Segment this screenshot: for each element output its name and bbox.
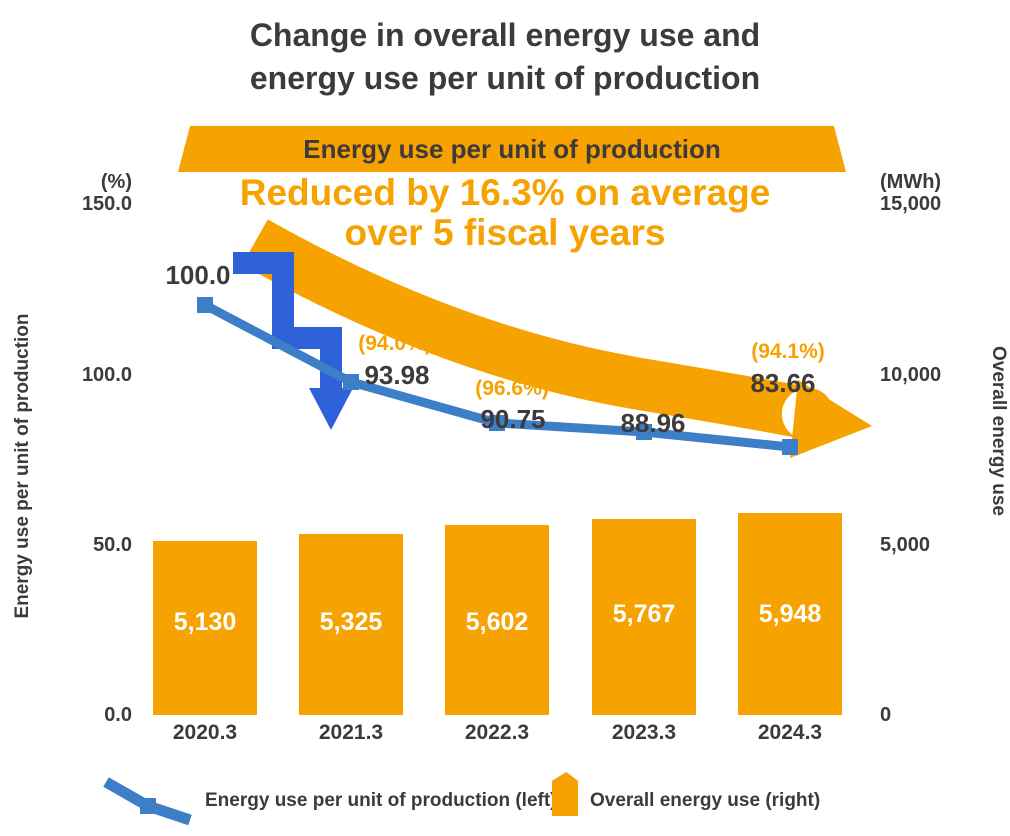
annotation-highlight-line1: Reduced by 16.3% on average bbox=[239, 172, 771, 213]
right-axis-unit: (MWh) bbox=[880, 171, 942, 193]
bar-2020: 5,130 bbox=[153, 541, 257, 715]
chart-title-line1: Change in overall energy use and bbox=[249, 17, 761, 53]
x-label-2023: 2023.3 bbox=[611, 721, 677, 744]
left-axis-tick-100: 100.0 bbox=[81, 364, 132, 386]
bar-legend-marker bbox=[552, 772, 578, 816]
line-marker-5 bbox=[782, 439, 798, 455]
x-label-2022: 2022.3 bbox=[464, 721, 530, 744]
line-marker-2 bbox=[343, 374, 359, 390]
line-label-2023: 88.96 bbox=[620, 408, 686, 438]
annotation-bubble-label: Energy use per unit of production bbox=[303, 133, 721, 164]
blue-step-down-arrow bbox=[233, 252, 353, 430]
right-axis-tick-15000: 15,000 bbox=[880, 193, 942, 215]
line-label-2022: 90.75 bbox=[480, 404, 546, 434]
line-label-2021: 93.98 bbox=[364, 360, 430, 390]
bar-value-label: 5,767 bbox=[612, 600, 676, 628]
line-marker-1 bbox=[197, 297, 213, 313]
left-axis-tick-50: 50.0 bbox=[93, 534, 132, 556]
left-axis-unit: (%) bbox=[100, 171, 132, 193]
line-marker-3 bbox=[489, 415, 505, 431]
bar-value-label: 5,948 bbox=[758, 600, 822, 628]
line-marker-4 bbox=[636, 424, 652, 440]
x-label-2020: 2020.3 bbox=[172, 721, 238, 744]
x-label-2024: 2024.3 bbox=[757, 721, 823, 744]
yoy-label-2023: (98.0%) bbox=[615, 381, 689, 404]
bar-2022: 5,602 bbox=[445, 525, 549, 715]
bar-value-label: 5,130 bbox=[173, 608, 237, 636]
x-label-2021: 2021.3 bbox=[318, 721, 384, 744]
bar-2024: 5,948 bbox=[738, 513, 842, 715]
line-legend-marker bbox=[103, 777, 192, 826]
annotation-bubble: Energy use per unit of production bbox=[178, 126, 846, 172]
bar-value-label: 5,602 bbox=[465, 608, 529, 636]
legend-label-line: Energy use per unit of production (left) bbox=[205, 790, 557, 811]
chart-title: Change in overall energy use and energy … bbox=[0, 14, 1010, 100]
right-axis-tick-10000: 10,000 bbox=[880, 364, 942, 386]
bar-2021: 5,325 bbox=[299, 534, 403, 715]
chart-title-line2: energy use per unit of production bbox=[249, 60, 761, 96]
bar-value-label: 5,325 bbox=[319, 608, 383, 636]
line-label-2020: 100.0 bbox=[165, 260, 231, 290]
index-line-series bbox=[197, 297, 798, 455]
right-axis-tick-5000: 5,000 bbox=[880, 534, 931, 556]
annotation-highlight-line2: over 5 fiscal years bbox=[344, 212, 666, 253]
yoy-label-2024: (94.1%) bbox=[751, 340, 825, 363]
left-axis-tick-0: 0.0 bbox=[104, 704, 132, 726]
yoy-label-2022: (96.6%) bbox=[475, 377, 549, 400]
yoy-label-2021: (94.0%) bbox=[358, 332, 432, 355]
right-axis-tick-0: 0 bbox=[880, 704, 892, 726]
left-axis-title: Energy use per unit of production bbox=[12, 313, 33, 619]
right-axis-title: Overall energy use bbox=[988, 345, 1009, 517]
legend-label-bar: Overall energy use (right) bbox=[590, 790, 821, 811]
left-axis-tick-150: 150.0 bbox=[81, 193, 132, 215]
bar-2023: 5,767 bbox=[592, 519, 696, 715]
line-label-2024: 83.66 bbox=[750, 368, 816, 398]
